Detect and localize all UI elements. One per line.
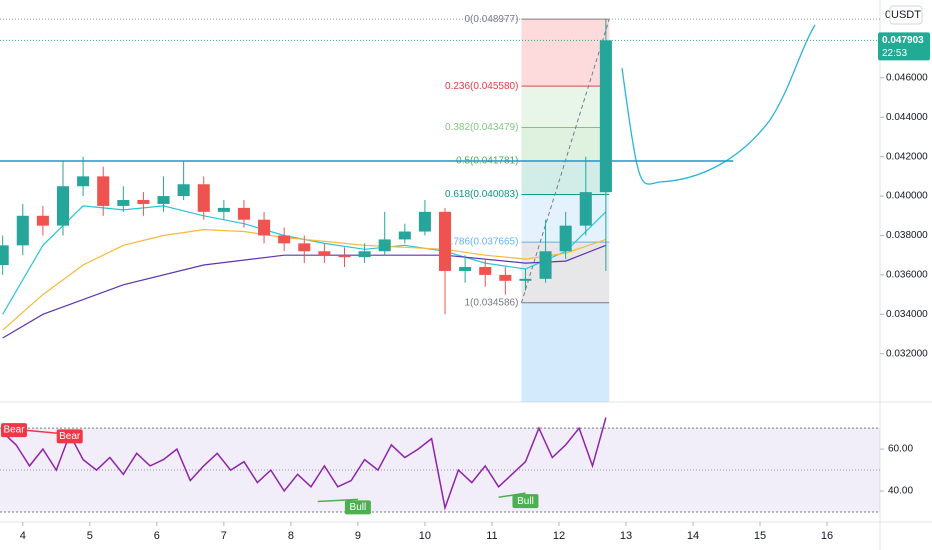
- y-tick-label: 0.036000: [886, 270, 928, 281]
- divergence-label: Bear: [3, 425, 25, 436]
- y-tick-label: 0.044000: [886, 112, 928, 123]
- fib-level-label: 0.786(0.037665): [445, 237, 518, 248]
- x-tick-label: 10: [419, 530, 431, 542]
- candle-body: [539, 251, 552, 279]
- candle-body: [438, 211, 452, 271]
- candle-body: [559, 225, 572, 252]
- candle-body: [217, 207, 230, 212]
- x-tick-label: 9: [355, 530, 361, 542]
- candle-body: [97, 176, 110, 206]
- y-tick-label: 0.042000: [886, 151, 928, 162]
- divergence-label-box: [56, 429, 83, 444]
- candle-body: [599, 40, 612, 193]
- fib-zone: [521, 160, 610, 195]
- candle-body: [519, 278, 532, 281]
- fib-level-label: 0.236(0.045580): [445, 81, 518, 92]
- candle-body: [197, 184, 210, 212]
- candle-body: [298, 243, 311, 252]
- fib-level-label: 1(0.034586): [464, 297, 518, 308]
- divergence-label: Bear: [59, 431, 81, 442]
- fib-level-label: 0.618(0.040083): [445, 189, 518, 200]
- divergence-label: Bull: [350, 502, 367, 513]
- candle-body: [56, 186, 70, 226]
- fib-extension: [521, 302, 610, 402]
- candle-body: [36, 215, 49, 226]
- candle-body: [499, 274, 512, 281]
- y-tick-label: 0.032000: [886, 348, 928, 359]
- candle-body: [398, 231, 411, 240]
- candle-body: [579, 192, 592, 226]
- fib-zone: [521, 19, 610, 87]
- x-tick-label: 7: [221, 530, 227, 542]
- x-tick-label: 5: [87, 530, 93, 542]
- candle-body: [418, 211, 431, 232]
- x-tick-label: 12: [553, 530, 565, 542]
- candle-body: [177, 184, 190, 197]
- divergence-line: [317, 498, 358, 503]
- rsi-tick-label: 60.00: [888, 444, 913, 455]
- candle-body: [77, 176, 90, 187]
- candle-body: [258, 219, 271, 236]
- x-tick-label: 16: [821, 530, 833, 542]
- projection-drawing: [621, 24, 816, 185]
- candle-body: [318, 251, 331, 256]
- candle-body: [358, 251, 371, 258]
- candle-body: [137, 200, 150, 204]
- divergence-label-box: [512, 494, 539, 509]
- divergence-label-box: [344, 500, 371, 515]
- price-countdown: 22:53: [882, 48, 907, 59]
- divergence-line: [498, 492, 526, 499]
- fib-zone: [521, 127, 610, 161]
- candle-body: [16, 215, 29, 246]
- y-tick-label: 0.040000: [886, 191, 928, 202]
- currency-box[interactable]: [889, 5, 923, 25]
- y-tick-label: 0.034000: [886, 309, 928, 320]
- candle-body: [479, 267, 492, 275]
- axis-top-label: 0: [885, 9, 891, 21]
- rsi-tick-label: 40.00: [888, 486, 913, 497]
- x-tick-label: 8: [288, 530, 294, 542]
- currency[interactable]: USDT: [891, 9, 921, 21]
- candle-body: [278, 235, 291, 244]
- y-tick-label: 0.038000: [886, 230, 928, 241]
- fib-level-label: 0(0.048977): [464, 14, 518, 25]
- x-tick-label: 4: [20, 530, 26, 542]
- x-tick-label: 13: [620, 530, 632, 542]
- price-label-box: [878, 32, 930, 61]
- candle-body: [0, 245, 9, 266]
- candle-body: [459, 267, 472, 271]
- fib-zone: [521, 86, 610, 128]
- candle-body: [117, 200, 130, 206]
- x-tick-label: 15: [754, 530, 766, 542]
- candle-body: [237, 207, 250, 220]
- fib-level-label: 0.382(0.043479): [445, 122, 518, 133]
- rsi-line: [2, 417, 607, 511]
- x-tick-label: 14: [687, 530, 699, 542]
- candle-body: [157, 196, 170, 204]
- candle-body: [338, 255, 351, 258]
- price-label: 0.047903: [882, 35, 924, 46]
- x-tick-label: 6: [154, 530, 160, 542]
- x-tick-label: 11: [486, 530, 497, 542]
- y-tick-label: 0.046000: [886, 72, 928, 83]
- rsi-band: [0, 428, 880, 513]
- divergence-label-box: [1, 423, 27, 438]
- divergence-label: Bull: [517, 496, 534, 507]
- candle-body: [378, 239, 391, 252]
